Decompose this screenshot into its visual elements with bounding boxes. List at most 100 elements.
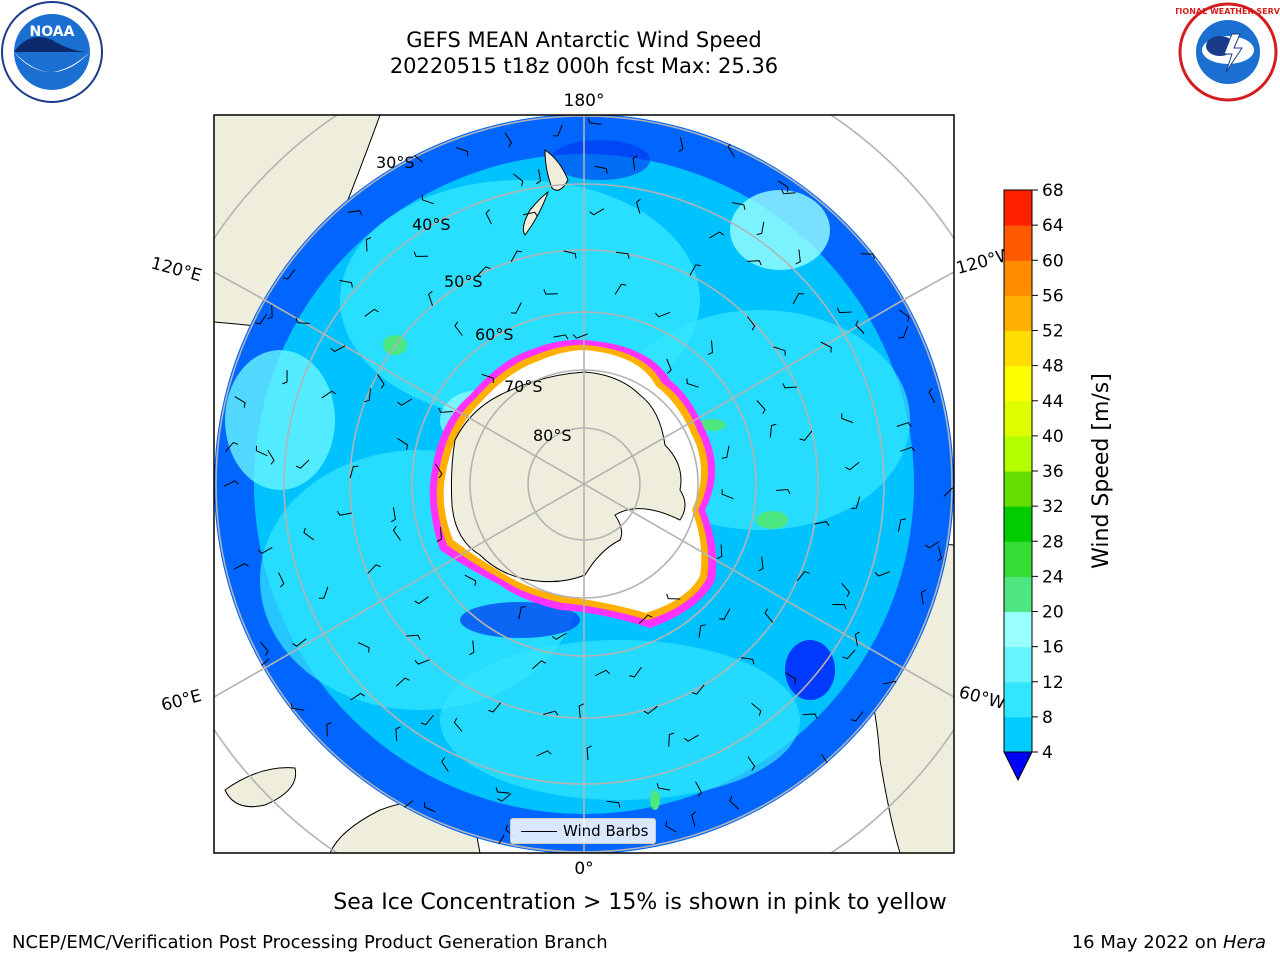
wind-barb	[397, 437, 409, 450]
colorbar-segment	[1004, 400, 1032, 437]
wind-barb	[691, 811, 697, 827]
wind-barb	[900, 446, 916, 452]
wind-barb	[413, 251, 429, 257]
colorbar-tick-label: 16	[1042, 638, 1064, 658]
footer-date: 16 May 2022 on Hera	[1072, 932, 1266, 953]
wind-barb	[764, 608, 774, 623]
wind-band-12d	[440, 640, 800, 800]
wind-barb	[595, 669, 611, 677]
colorbar-tick-label: 24	[1042, 567, 1064, 587]
wind-barb	[841, 413, 854, 424]
lon-label-120e: 120°E	[149, 254, 204, 287]
wind-barb	[365, 237, 372, 252]
wind-barb	[802, 713, 818, 719]
colorbar-tick-label: 64	[1042, 216, 1064, 236]
wind-barb	[321, 390, 337, 399]
wind-barb	[367, 564, 381, 574]
wind-barb	[326, 722, 332, 737]
wind-barb	[756, 221, 765, 235]
wind-barb	[551, 632, 567, 640]
wind-barb	[469, 640, 475, 656]
wind-barb	[392, 525, 401, 541]
wind-barbs-legend: Wind Barbs	[510, 818, 656, 844]
wind-band-24b	[756, 511, 788, 529]
wind-barb	[477, 266, 491, 276]
wind-barb	[689, 264, 701, 276]
colorbar-segment	[1004, 295, 1032, 331]
wind-barb	[594, 165, 608, 174]
wind-barb	[782, 383, 798, 389]
colorbar-segment	[1004, 190, 1032, 226]
wind-barb	[504, 132, 513, 148]
wind-barb	[937, 546, 943, 562]
wind-barb	[543, 289, 558, 295]
wind-barb	[665, 820, 677, 833]
lon-label-60e: 60°E	[159, 686, 204, 716]
wind-barb	[747, 260, 762, 266]
footer-date-text: 16 May 2022 on	[1071, 932, 1223, 953]
wind-barb	[254, 313, 268, 325]
wind-barb	[668, 732, 675, 747]
wind-barb	[898, 326, 909, 339]
wind-barb	[629, 666, 642, 678]
wind-barb	[683, 734, 699, 742]
wind-barb	[775, 488, 791, 495]
map-frame	[213, 114, 955, 854]
wind-band-low-a	[785, 640, 835, 700]
wind-barb	[522, 211, 539, 217]
wind-barb	[267, 449, 275, 465]
wind-barb	[898, 309, 910, 323]
wind-barb	[481, 373, 494, 384]
wind-barb	[510, 302, 522, 314]
wind-barb	[436, 527, 443, 542]
colorbar-segment	[1004, 716, 1032, 753]
colorbar-tick-label: 4	[1042, 743, 1053, 763]
colorbar-segment	[1004, 506, 1032, 542]
wind-barb	[638, 614, 653, 624]
wind-barb	[635, 198, 641, 214]
wind-barb	[406, 634, 421, 641]
wind-barb	[721, 489, 734, 500]
wind-barb	[855, 320, 865, 334]
wind-barb	[257, 546, 273, 554]
wind-barb	[532, 660, 547, 670]
wind-barb	[453, 717, 463, 732]
lon-label-180: 180°	[564, 91, 605, 111]
colorbar-segment	[1004, 646, 1032, 683]
wind-barb	[295, 459, 310, 469]
colorbar-tick-label: 56	[1042, 286, 1064, 306]
wind-barb	[850, 711, 864, 722]
wind-barb	[376, 373, 385, 389]
wind-barb	[303, 527, 314, 541]
wind-barb	[347, 210, 363, 216]
wind-barb	[747, 756, 756, 771]
wind-barb	[428, 290, 433, 306]
wind-barb	[438, 407, 453, 413]
wind-barb	[414, 596, 429, 605]
wind-barb	[606, 800, 621, 808]
colorbar-segment	[1004, 681, 1032, 718]
outer-longitude-lines	[214, 271, 954, 698]
wind-barb	[295, 317, 310, 324]
wind-barb	[751, 702, 762, 716]
wind-barb	[339, 280, 353, 288]
wind-band-16a	[225, 350, 335, 490]
wind-barb	[267, 304, 273, 320]
wind-barb	[553, 334, 569, 340]
lat-label-80s: 80°S	[533, 426, 572, 445]
wind-barb	[928, 388, 936, 403]
wind-barb	[769, 423, 777, 438]
wind-band-low-b	[460, 602, 580, 638]
wind-barb	[666, 358, 672, 374]
footer-organization: NCEP/EMC/Verification Post Processing Pr…	[12, 932, 608, 953]
wind-barb	[364, 388, 371, 403]
latitude-labels: 30°S 40°S 50°S 60°S 70°S 80°S	[376, 153, 572, 445]
lat-label-60s: 60°S	[475, 325, 514, 344]
wind-barb	[395, 677, 410, 687]
wind-barb	[773, 346, 786, 356]
wind-barb	[552, 124, 563, 137]
wind-barb	[423, 801, 436, 813]
wind-barb	[814, 521, 830, 527]
lat-label-30s: 30°S	[376, 153, 415, 172]
